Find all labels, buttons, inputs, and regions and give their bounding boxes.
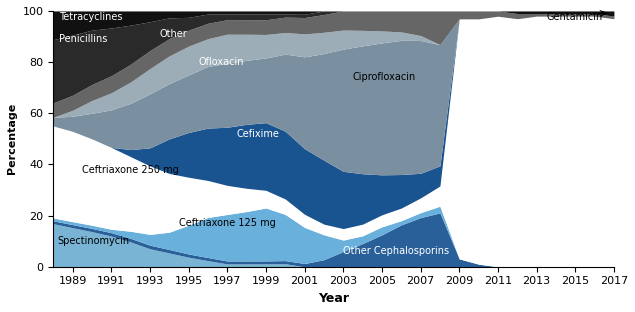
Text: Ofloxacin: Ofloxacin [198, 57, 244, 67]
Text: Other: Other [159, 29, 187, 39]
Text: Ciprofloxacin: Ciprofloxacin [353, 72, 416, 82]
Text: Gentamicin: Gentamicin [546, 12, 603, 22]
Text: Penicillins: Penicillins [59, 34, 107, 44]
X-axis label: Year: Year [318, 292, 349, 305]
Y-axis label: Percentage: Percentage [7, 103, 17, 174]
Text: Ceftriaxone 125 mg: Ceftriaxone 125 mg [179, 218, 276, 228]
Text: Cefixime: Cefixime [237, 129, 280, 139]
Text: Tetracyclines: Tetracyclines [59, 12, 123, 22]
Text: Ceftriaxone 250 mg: Ceftriaxone 250 mg [82, 164, 179, 174]
Text: Spectinomycin: Spectinomycin [57, 236, 129, 246]
Text: Other Cephalosporins: Other Cephalosporins [344, 246, 450, 256]
